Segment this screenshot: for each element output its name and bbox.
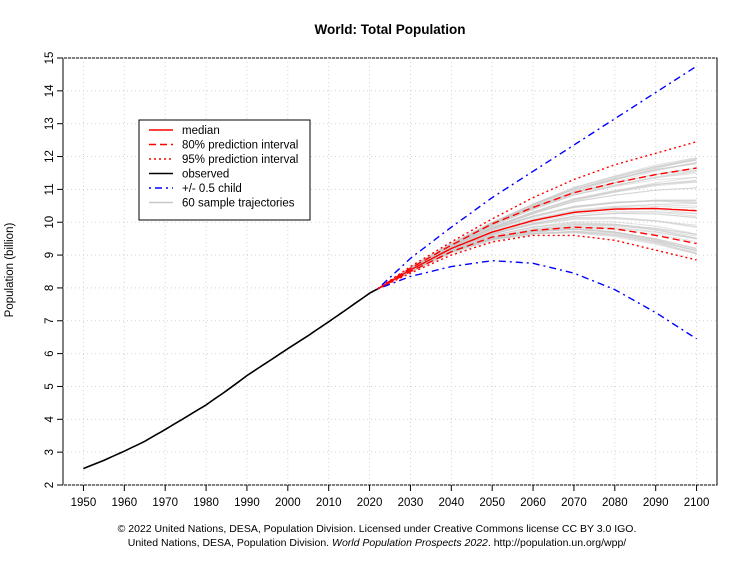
y-tick-label: 10 bbox=[44, 216, 56, 229]
plot-frame bbox=[62, 57, 718, 486]
x-tick-label: 2100 bbox=[684, 497, 710, 509]
sample-trajectory bbox=[377, 221, 697, 290]
sample-trajectory bbox=[377, 179, 697, 290]
y-tick-label: 5 bbox=[44, 383, 56, 389]
y-tick-label: 14 bbox=[44, 84, 56, 97]
x-tick-label: 2090 bbox=[643, 497, 669, 509]
legend-label: observed bbox=[182, 169, 229, 181]
series-layer bbox=[83, 65, 697, 470]
y-tick-label: 2 bbox=[44, 482, 56, 488]
sample-trajectory bbox=[377, 213, 697, 290]
series-80-prediction-interval-lower- bbox=[377, 226, 697, 290]
sample-trajectory bbox=[377, 181, 697, 290]
x-tick-label: 2080 bbox=[602, 497, 628, 509]
legend-label: 80% prediction interval bbox=[182, 140, 298, 152]
sample-trajectory bbox=[377, 225, 697, 290]
x-tick-label: 1960 bbox=[112, 497, 138, 509]
grid bbox=[63, 57, 717, 486]
y-tick-label: 13 bbox=[44, 117, 56, 130]
series--0-5-child-upper- bbox=[377, 65, 697, 290]
x-tick-label: 2040 bbox=[439, 497, 465, 509]
footer-line-2-prefix: United Nations, DESA, Population Divisio… bbox=[127, 537, 333, 549]
sample-trajectory bbox=[377, 224, 697, 290]
population-chart: World: Total Population Population (bill… bbox=[4, 22, 718, 509]
x-tick-label: 1950 bbox=[71, 497, 97, 509]
sample-trajectory bbox=[377, 222, 697, 290]
series-observed bbox=[83, 288, 379, 470]
x-tick-label: 2020 bbox=[357, 497, 383, 509]
y-tick-label: 8 bbox=[44, 285, 56, 291]
x-tick-label: 1980 bbox=[193, 497, 219, 509]
legend-label: 95% prediction interval bbox=[182, 154, 298, 166]
footer-line-2: United Nations, DESA, Population Divisio… bbox=[0, 537, 754, 550]
y-tick-label: 11 bbox=[44, 183, 56, 195]
x-tick-label: 2000 bbox=[275, 497, 301, 509]
legend-label: +/- 0.5 child bbox=[182, 183, 242, 195]
y-tick-label: 3 bbox=[44, 449, 56, 455]
legend-label: 60 sample trajectories bbox=[182, 198, 295, 210]
y-tick-label: 15 bbox=[44, 52, 56, 65]
x-tick-label: 2060 bbox=[520, 497, 546, 509]
y-tick-label: 7 bbox=[44, 318, 56, 324]
footer-line-1: © 2022 United Nations, DESA, Population … bbox=[117, 523, 637, 535]
y-tick-label: 9 bbox=[44, 252, 56, 258]
x-tick-label: 1970 bbox=[152, 497, 178, 509]
y-tick-label: 4 bbox=[44, 416, 56, 423]
legend-label: median bbox=[182, 125, 220, 137]
series-95-prediction-interval-lower- bbox=[377, 234, 697, 290]
x-tick-label: 2050 bbox=[479, 497, 505, 509]
legend: median 80% prediction interval 95% predict… bbox=[138, 119, 311, 221]
x-tick-label: 2070 bbox=[561, 497, 587, 509]
sample-trajectories bbox=[377, 157, 697, 290]
x-tick-label: 2030 bbox=[398, 497, 424, 509]
y-tick-label: 6 bbox=[44, 350, 56, 356]
x-tick-label: 1990 bbox=[234, 497, 260, 509]
series-median bbox=[377, 207, 697, 290]
sample-trajectory bbox=[377, 180, 697, 290]
x-axis: 1950 1960 1970 1980 1990 2000 2010 2020 2030 2040… bbox=[71, 485, 710, 509]
footer-line-2-title: World Population Prospects 2022 bbox=[332, 537, 488, 549]
footer-line-2-suffix: . http://population.un.org/wpp/ bbox=[487, 537, 627, 549]
y-axis-label: Population (billion) bbox=[4, 223, 16, 318]
y-tick-label: 12 bbox=[44, 150, 56, 163]
x-tick-label: 2010 bbox=[316, 497, 342, 509]
sample-trajectory bbox=[377, 187, 697, 290]
sample-trajectory bbox=[377, 213, 697, 290]
series-80-prediction-interval-upper- bbox=[377, 167, 697, 290]
legend-box bbox=[138, 119, 311, 221]
sample-trajectory bbox=[377, 181, 697, 290]
chart-title: World: Total Population bbox=[315, 22, 466, 37]
series--0-5-child-lower- bbox=[377, 259, 697, 340]
sample-trajectory bbox=[377, 170, 697, 290]
y-axis: 2 3 4 5 6 7 8 9 10 11 12 13 14 15 bbox=[44, 52, 63, 488]
sample-trajectory bbox=[377, 159, 697, 290]
